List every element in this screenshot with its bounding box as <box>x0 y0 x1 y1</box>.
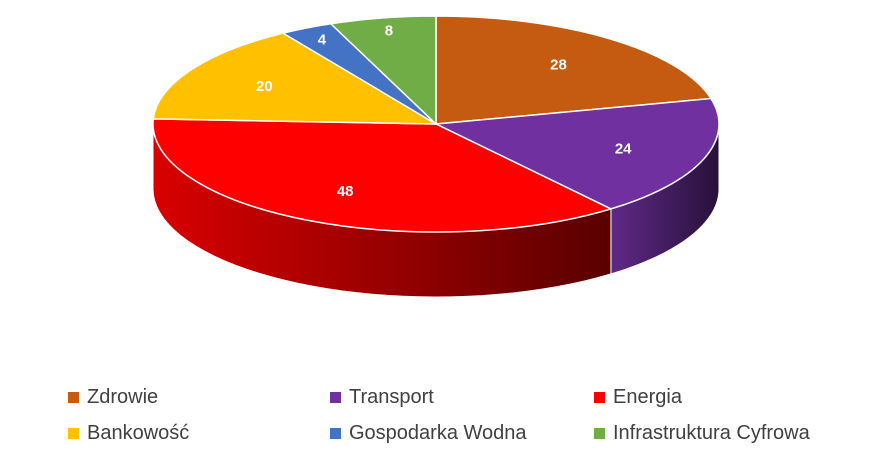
legend-swatch <box>68 392 79 403</box>
chart-legend: Zdrowie Transport Energia Bankowość Gospodar… <box>0 380 877 460</box>
pie-top-slices <box>152 15 720 233</box>
legend-label: Bankowość <box>87 422 190 444</box>
legend-label: Energia <box>613 386 682 408</box>
pie-slice-energia <box>152 118 612 233</box>
legend-label: Transport <box>349 386 434 408</box>
legend-swatch <box>594 428 605 439</box>
legend-item-transport: Transport <box>330 386 434 409</box>
legend-item-energia: Energia <box>594 386 682 409</box>
legend-swatch <box>68 428 79 439</box>
legend-label: Infrastruktura Cyfrowa <box>613 422 810 444</box>
legend-item-infrastruktura-cyfrowa: Infrastruktura Cyfrowa <box>594 422 810 445</box>
legend-item-bankowosc: Bankowość <box>68 422 189 445</box>
data-label-gospodarka-wodna: 4 <box>318 32 327 49</box>
legend-item-zdrowie: Zdrowie <box>68 386 158 409</box>
legend-label: Gospodarka Wodna <box>349 422 527 444</box>
data-label-zdrowie: 28 <box>550 57 567 74</box>
pie-slice-infrastruktura-cyfrowa <box>330 15 437 125</box>
data-label-infrastruktura-cyfrowa: 8 <box>385 23 393 40</box>
data-label-bankowosc: 20 <box>256 78 273 95</box>
pie-slice-zdrowie <box>435 15 712 125</box>
legend-item-gospodarka-wodna: Gospodarka Wodna <box>330 422 527 445</box>
legend-swatch <box>330 428 341 439</box>
pie-slice-bankowosc <box>152 32 437 125</box>
data-label-energia: 48 <box>337 183 354 200</box>
legend-swatch <box>330 392 341 403</box>
pie-slice-transport <box>435 97 720 210</box>
data-label-transport: 24 <box>615 141 632 158</box>
legend-swatch <box>594 392 605 403</box>
legend-label: Zdrowie <box>87 386 159 408</box>
